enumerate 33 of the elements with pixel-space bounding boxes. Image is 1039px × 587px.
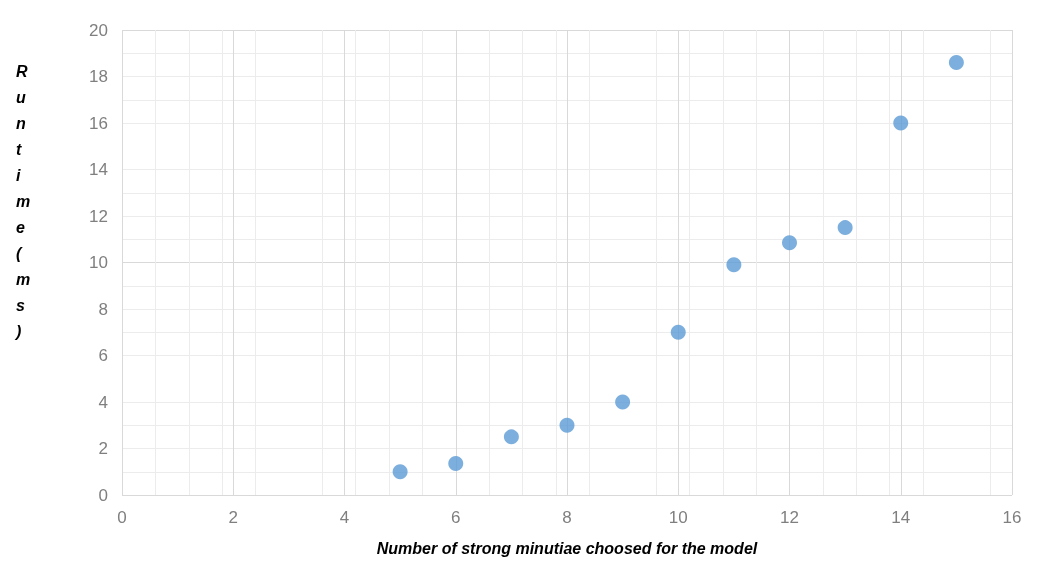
x-tick-label: 10 (668, 508, 688, 527)
point (392, 464, 408, 480)
text: Runtime(ms) (16, 62, 31, 340)
point (893, 115, 909, 131)
point (503, 429, 519, 445)
point (615, 394, 631, 410)
x-tick-label: 12 (780, 508, 799, 527)
y-tick-label: 14 (89, 160, 108, 179)
point (448, 456, 464, 472)
x-tick-label: 8 (562, 508, 572, 527)
point (837, 220, 853, 236)
x-tick-label: 4 (339, 508, 350, 527)
x-tick-label: 16 (1002, 508, 1022, 527)
point (782, 235, 797, 251)
y-tick-label: 10 (89, 253, 108, 272)
x-tick-label: 6 (451, 508, 461, 527)
point (948, 55, 964, 71)
y-tick-label: 6 (98, 346, 108, 365)
y-tick-label: 12 (89, 206, 108, 226)
y-tick-label: 4 (98, 392, 108, 412)
point (559, 417, 575, 433)
x-tick-label: 14 (891, 508, 911, 527)
point (670, 324, 686, 340)
x-tick-label: 0 (117, 508, 127, 527)
y-tick-label: 2 (98, 439, 108, 458)
x-axis-title: Number of strong minutiae choosed for the model (376, 539, 758, 557)
y-tick-label: 18 (89, 67, 108, 86)
x-tick-label: 2 (228, 508, 238, 527)
y-tick-label: 8 (98, 299, 108, 319)
y-tick-label: 16 (89, 113, 108, 133)
y-tick-label: 0 (98, 485, 108, 505)
y-tick-label: 20 (89, 20, 108, 40)
point (726, 257, 742, 273)
